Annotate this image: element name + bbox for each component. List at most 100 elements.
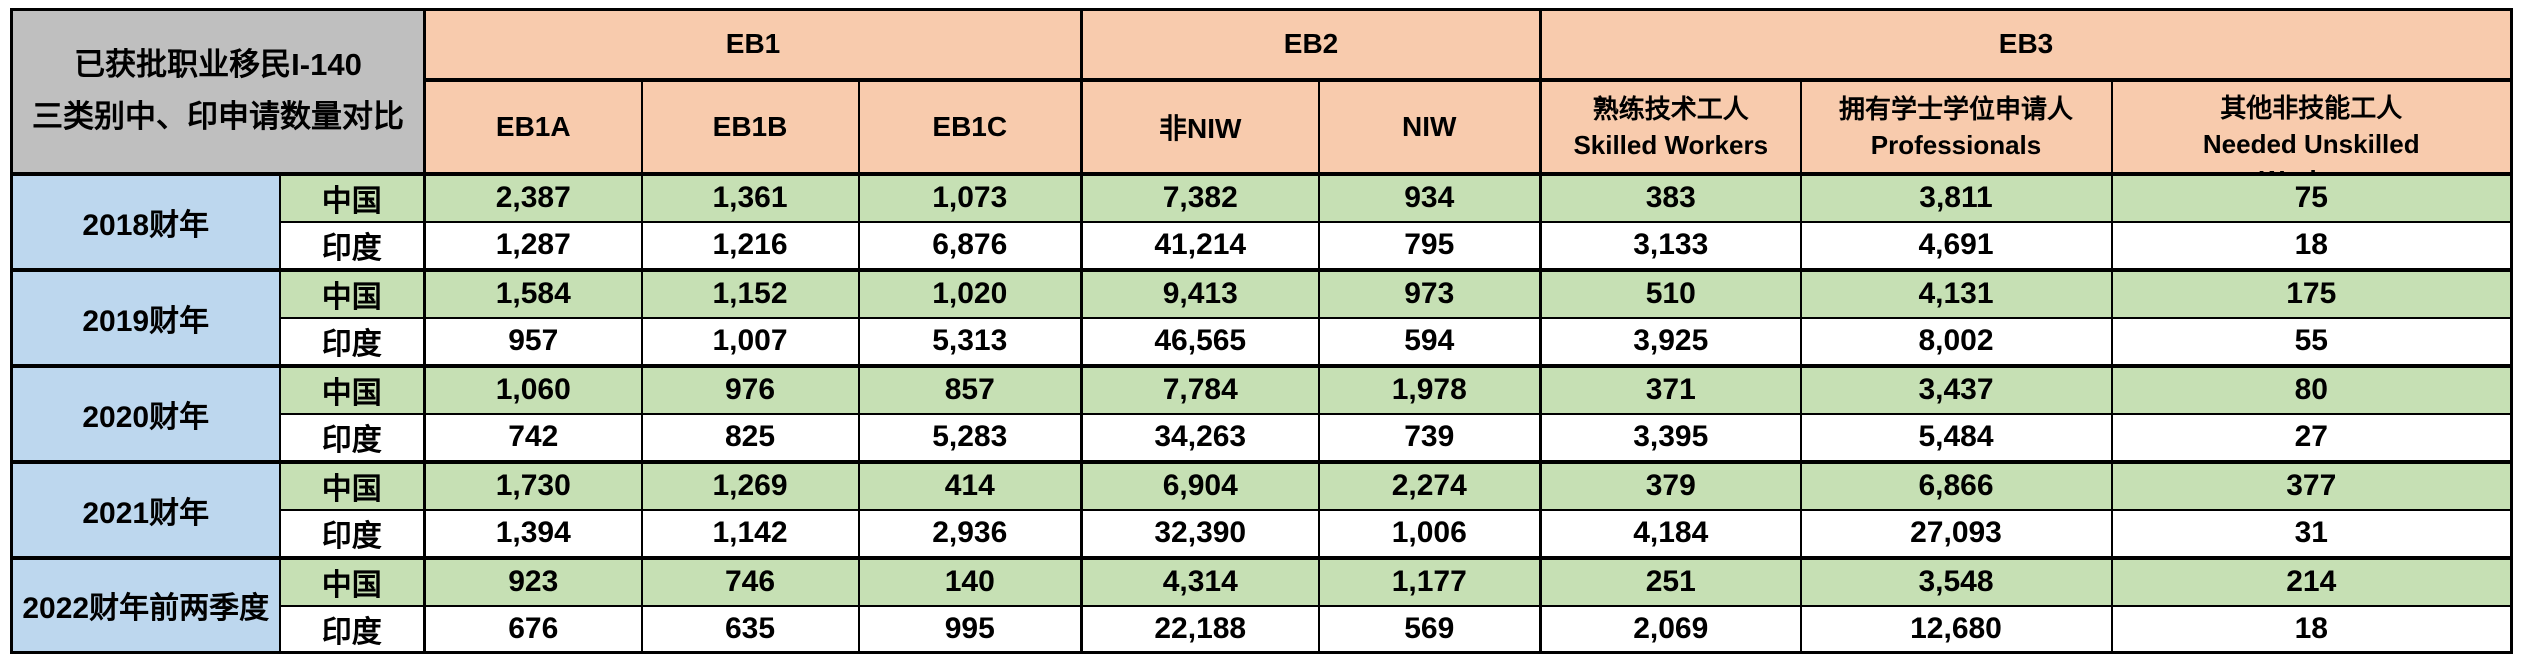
value-cell: 379 <box>1539 459 1802 511</box>
value-cell: 27 <box>2110 412 2513 463</box>
column-header-other-en1: Needed Unskilled <box>2202 128 2420 159</box>
table-row-2019-india: 印度 957 1,007 5,313 46,565 594 3,925 8,00… <box>12 316 2513 367</box>
value-cell: 594 <box>1317 316 1542 367</box>
value-cell: 1,142 <box>640 508 860 559</box>
table-row-2021-india: 印度 1,394 1,142 2,936 32,390 1,006 4,184 … <box>12 508 2513 559</box>
value-cell: 957 <box>423 316 643 367</box>
value-cell: 742 <box>423 412 643 463</box>
value-cell: 1,216 <box>640 220 860 271</box>
value-cell: 923 <box>423 555 643 607</box>
column-header-eb1a: EB1A <box>423 78 643 175</box>
value-cell: 31 <box>2110 508 2513 559</box>
value-cell: 214 <box>2110 555 2513 607</box>
value-cell: 18 <box>2110 220 2513 271</box>
value-cell: 1,152 <box>640 267 860 319</box>
value-cell: 80 <box>2110 363 2513 415</box>
table-title-line2: 三类别中、印申请数量对比 <box>32 99 404 135</box>
value-cell: 1,584 <box>423 267 643 319</box>
value-cell: 140 <box>857 555 1083 607</box>
value-cell: 3,548 <box>1799 555 2113 607</box>
value-cell: 32,390 <box>1080 508 1320 559</box>
column-header-skilled-workers: 熟练技术工人 Skilled Workers <box>1539 78 1802 175</box>
value-cell: 2,936 <box>857 508 1083 559</box>
i140-petitions-table: 已获批职业移民I-140 三类别中、印申请数量对比 EB1 EB2 EB3 EB… <box>10 8 2513 654</box>
value-cell: 4,184 <box>1539 508 1802 559</box>
value-cell: 4,314 <box>1080 555 1320 607</box>
value-cell: 1,287 <box>423 220 643 271</box>
country-cell: 中国 <box>278 171 426 223</box>
column-header-niw: NIW <box>1317 78 1542 175</box>
value-cell: 1,177 <box>1317 555 1542 607</box>
column-header-skilled-en: Skilled Workers <box>1573 129 1769 160</box>
fiscal-year-cell: 2022财年前两季度 <box>10 555 281 653</box>
value-cell: 7,382 <box>1080 171 1320 223</box>
value-cell: 6,866 <box>1799 459 2113 511</box>
value-cell: 27,093 <box>1799 508 2113 559</box>
value-cell: 12,680 <box>1799 604 2113 653</box>
country-cell: 印度 <box>278 604 426 653</box>
value-cell: 1,361 <box>640 171 860 223</box>
table-row-2022-china: 2022财年前两季度 中国 923 746 140 4,314 1,177 25… <box>10 555 2513 653</box>
value-cell: 414 <box>857 459 1083 511</box>
table-row-2019-china: 2019财年 中国 1,584 1,152 1,020 9,413 973 51… <box>10 267 2513 367</box>
value-cell: 4,131 <box>1799 267 2113 319</box>
table-row-2020-china: 2020财年 中国 1,060 976 857 7,784 1,978 371 … <box>10 363 2513 463</box>
column-header-professionals-en: Professionals <box>1870 129 2042 160</box>
value-cell: 857 <box>857 363 1083 415</box>
table-title-line1: 已获批职业移民I-140 <box>74 47 362 83</box>
value-cell: 2,274 <box>1317 459 1542 511</box>
column-header-eb1b: EB1B <box>640 78 860 175</box>
value-cell: 5,283 <box>857 412 1083 463</box>
value-cell: 8,002 <box>1799 316 2113 367</box>
value-cell: 251 <box>1539 555 1802 607</box>
value-cell: 1,394 <box>423 508 643 559</box>
value-cell: 976 <box>640 363 860 415</box>
country-cell: 中国 <box>278 267 426 319</box>
column-header-non-niw: 非NIW <box>1080 78 1320 175</box>
column-header-other-zh: 其他非技能工人 <box>2220 92 2403 123</box>
value-cell: 46,565 <box>1080 316 1320 367</box>
country-cell: 中国 <box>278 555 426 607</box>
value-cell: 5,484 <box>1799 412 2113 463</box>
column-group-eb3: EB3 <box>1539 8 2513 82</box>
country-cell: 印度 <box>278 316 426 367</box>
value-cell: 569 <box>1317 604 1542 653</box>
value-cell: 6,904 <box>1080 459 1320 511</box>
value-cell: 41,214 <box>1080 220 1320 271</box>
value-cell: 7,784 <box>1080 363 1320 415</box>
value-cell: 739 <box>1317 412 1542 463</box>
value-cell: 1,060 <box>423 363 643 415</box>
fiscal-year-cell: 2020财年 <box>10 363 281 463</box>
column-header-professionals: 拥有学士学位申请人 Professionals <box>1799 78 2113 175</box>
value-cell: 383 <box>1539 171 1802 223</box>
column-header-eb1c: EB1C <box>857 78 1083 175</box>
value-cell: 377 <box>2110 459 2513 511</box>
value-cell: 3,811 <box>1799 171 2113 223</box>
value-cell: 2,069 <box>1539 604 1802 653</box>
value-cell: 1,020 <box>857 267 1083 319</box>
value-cell: 3,925 <box>1539 316 1802 367</box>
value-cell: 825 <box>640 412 860 463</box>
table-row-2020-india: 印度 742 825 5,283 34,263 739 3,395 5,484 … <box>12 412 2513 463</box>
fiscal-year-cell: 2019财年 <box>10 267 281 367</box>
value-cell: 4,691 <box>1799 220 2113 271</box>
column-header-professionals-zh: 拥有学士学位申请人 <box>1838 93 2073 124</box>
value-cell: 635 <box>640 604 860 653</box>
country-cell: 印度 <box>278 412 426 463</box>
table-row-2022-india: 印度 676 635 995 22,188 569 2,069 12,680 1… <box>12 604 2513 653</box>
column-group-eb2: EB2 <box>1080 8 1542 82</box>
table-row-2018-india: 印度 1,287 1,216 6,876 41,214 795 3,133 4,… <box>12 220 2513 271</box>
value-cell: 2,387 <box>423 171 643 223</box>
value-cell: 175 <box>2110 267 2513 319</box>
value-cell: 1,006 <box>1317 508 1542 559</box>
value-cell: 55 <box>2110 316 2513 367</box>
country-cell: 印度 <box>278 220 426 271</box>
column-header-other-clipbox: 其他非技能工人 Needed Unskilled Workers <box>2114 82 2510 172</box>
value-cell: 510 <box>1539 267 1802 319</box>
value-cell: 1,269 <box>640 459 860 511</box>
value-cell: 934 <box>1317 171 1542 223</box>
value-cell: 6,876 <box>857 220 1083 271</box>
value-cell: 371 <box>1539 363 1802 415</box>
country-cell: 中国 <box>278 363 426 415</box>
header-row-groups: 已获批职业移民I-140 三类别中、印申请数量对比 EB1 EB2 EB3 <box>10 8 2513 175</box>
